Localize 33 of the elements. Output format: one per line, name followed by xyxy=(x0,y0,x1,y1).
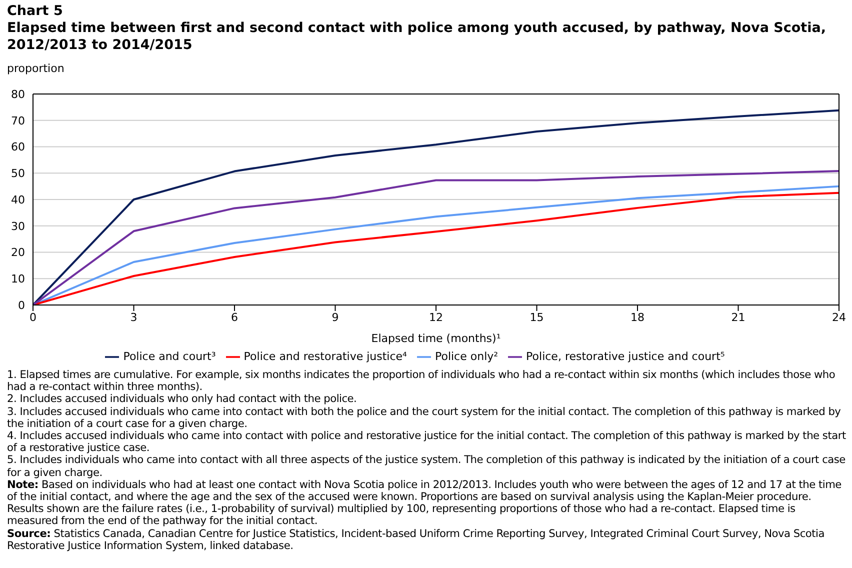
text: 3. Includes accused individuals who came into contact with both the police and the court system for the initial contact. The completion of this pathway is marked by the initiation of a court case for a given charge. xyxy=(7,406,842,430)
y-tick-label: 70 xyxy=(11,114,25,128)
y-tick-label: 50 xyxy=(11,167,25,180)
x-tick-label: 6 xyxy=(231,310,238,324)
text: 1. Elapsed times are cumulative. For example, six months indicates the proportion of individuals who had a re-contact within six months (which includes those who had a re-contact within three months). xyxy=(7,369,836,394)
y-tick-label: 20 xyxy=(11,246,25,260)
x-tick-label: 21 xyxy=(731,310,746,324)
x-tick-label: 12 xyxy=(429,310,443,324)
x-tick-label: 18 xyxy=(630,310,644,324)
x-tick-label: 9 xyxy=(332,310,339,324)
y-tick-label: 10 xyxy=(11,272,25,286)
y-axis-title: proportion xyxy=(7,62,64,75)
text: 4. Includes accused individuals who came into contact with police and restorative justice for the initial contact. The completion of this pathway is marked by the start of a restorative justice case. xyxy=(7,430,847,454)
source-note: Source: Statistics Canada, Canadian Centre for Justice Statistics, Incident-based Uniform Crime Reporting Survey, Integrated Criminal Court Survey, Nova Scotia Restorative Justice Information System, linked database. xyxy=(7,528,826,552)
legend-label: Police only² xyxy=(434,350,498,364)
x-tick-label: 3 xyxy=(130,310,138,324)
x-tick-label: 15 xyxy=(530,310,544,324)
legend-label: Police, restorative justice and court⁵ xyxy=(526,350,725,364)
y-tick-label: 80 xyxy=(11,88,25,101)
chart-title: Chart 5 xyxy=(7,3,63,20)
y-tick-label: 30 xyxy=(11,220,25,233)
x-tick-label: 0 xyxy=(30,310,36,324)
text: Note: Based on individuals who had at least one contact with Nova Scotia police in 2012/2013. Includes youth who were between the ages of 12 and 17 at the time of the initial contact, and where the age and the sex of the accused were known. Proportions are based on survival analysis using the Kaplan-Meier procedure. Results shown are the failure rates (i.e., 1-probability of survival) multiplied by 100, representing proportions of those who had a re-contact. Elapsed time is measured from the end of the pathway for the initial contact. xyxy=(7,478,842,528)
x-tick-label: 24 xyxy=(832,310,846,324)
y-tick-label: 0 xyxy=(18,298,25,312)
text: 2. Includes accused individuals who only had contact with the police. xyxy=(7,393,358,406)
text: 5. Includes individuals who came into contact with all three aspects of the justice system. The completion of this pathway is indicated by the initiation of a court case for a given charge. xyxy=(7,454,846,479)
legend-label: Police and court³ xyxy=(123,350,216,364)
y-tick-label: 60 xyxy=(11,140,25,154)
legend-label: Police and restorative justice⁴ xyxy=(244,350,407,364)
y-tick-label: 40 xyxy=(11,193,25,206)
chart-subtitle: Elapsed time between first and second contact with police among youth accused, by pathway, Nova Scotia, 2012/2013 to 2014/2015 xyxy=(7,20,827,54)
x-axis-title: Elapsed time (months)¹ xyxy=(371,332,501,345)
